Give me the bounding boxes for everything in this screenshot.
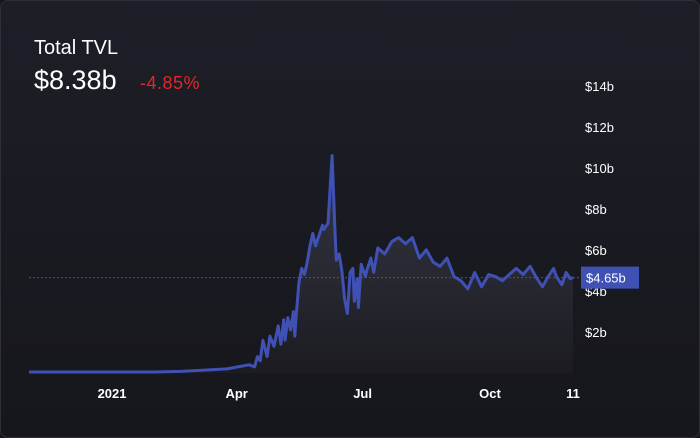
current-value-label: $4.65b	[586, 271, 626, 286]
y-tick-label: $12b	[585, 120, 614, 135]
tvl-change-percent: -4.85%	[140, 73, 201, 93]
y-tick-label: $2b	[585, 325, 607, 340]
y-tick-label: $10b	[585, 161, 614, 176]
x-tick-label: 2021	[98, 386, 127, 401]
y-tick-label: $8b	[585, 202, 607, 217]
current-value-badge	[581, 266, 639, 289]
chart-title: Total TVL	[34, 37, 119, 59]
y-tick-label: $6b	[585, 243, 607, 258]
x-tick-label: Oct	[479, 386, 501, 401]
x-tick-label: Apr	[225, 386, 247, 401]
y-tick-label: $14b	[585, 79, 614, 94]
tvl-area-fill	[29, 155, 573, 373]
total-tvl-value: $8.38b	[34, 65, 117, 95]
x-tick-label: 11	[566, 386, 580, 401]
x-tick-label: Jul	[353, 386, 372, 401]
